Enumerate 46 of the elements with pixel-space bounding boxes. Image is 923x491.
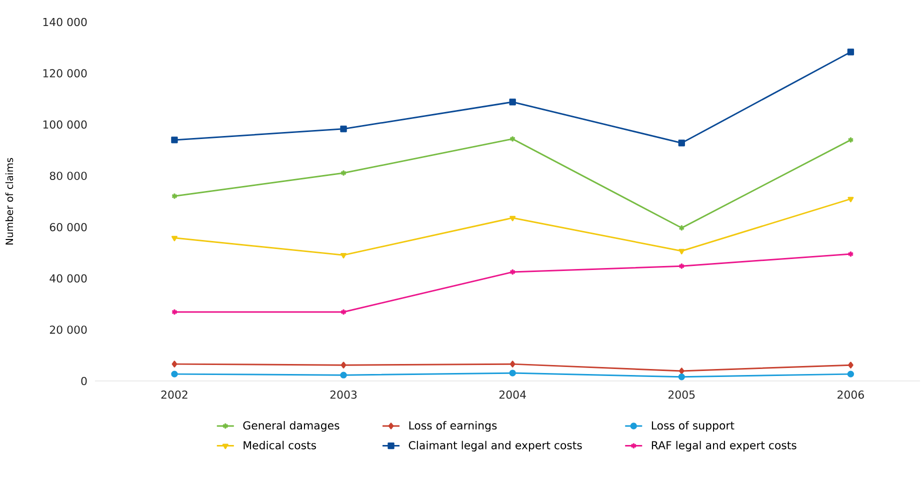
point [340, 372, 347, 378]
point [340, 253, 347, 258]
point [510, 136, 516, 142]
point [678, 374, 685, 380]
point [510, 216, 516, 222]
y-tick-label: 20 000 [50, 326, 87, 334]
point [340, 308, 347, 316]
point [678, 368, 684, 374]
point [340, 126, 347, 132]
point [171, 370, 178, 378]
y-tick-label: 120 000 [43, 69, 87, 78]
x-tick-label: 2004 [499, 390, 526, 399]
point [678, 224, 685, 232]
point [847, 48, 854, 56]
y-tick-label: 40 000 [50, 274, 87, 283]
x-tick-label: 2005 [668, 390, 695, 399]
legend-label: RAF legal and expert costs [652, 440, 796, 452]
legend-label: Claimant legal and expert costs [408, 440, 582, 452]
point [510, 268, 516, 276]
point [340, 362, 346, 368]
point [847, 370, 854, 378]
y-tick-label: 60 000 [50, 222, 87, 232]
point [848, 196, 854, 202]
legend-label: Medical costs [244, 440, 316, 450]
point [678, 248, 685, 254]
point [509, 98, 516, 106]
point [678, 140, 685, 146]
x-tick-label: 2003 [330, 390, 357, 399]
point [172, 360, 178, 368]
point [678, 262, 685, 270]
y-tick-label: 0 [81, 376, 87, 386]
y-axis-title: Number of claims [5, 158, 14, 244]
point [848, 362, 854, 368]
legend-label: Loss of earnings [409, 421, 497, 432]
y-tick-label: 80 000 [50, 172, 87, 180]
point [171, 136, 178, 144]
y-tick-label: 100 000 [43, 120, 87, 129]
point [510, 360, 516, 368]
legend-label: General damages [243, 421, 340, 432]
y-tick-label: 140 000 [43, 18, 87, 26]
point [509, 370, 516, 376]
point [171, 236, 178, 242]
point [340, 170, 347, 176]
x-tick-label: 2002 [161, 390, 188, 399]
legend-label: Loss of support [652, 421, 734, 432]
x-tick-label: 2006 [838, 390, 864, 399]
